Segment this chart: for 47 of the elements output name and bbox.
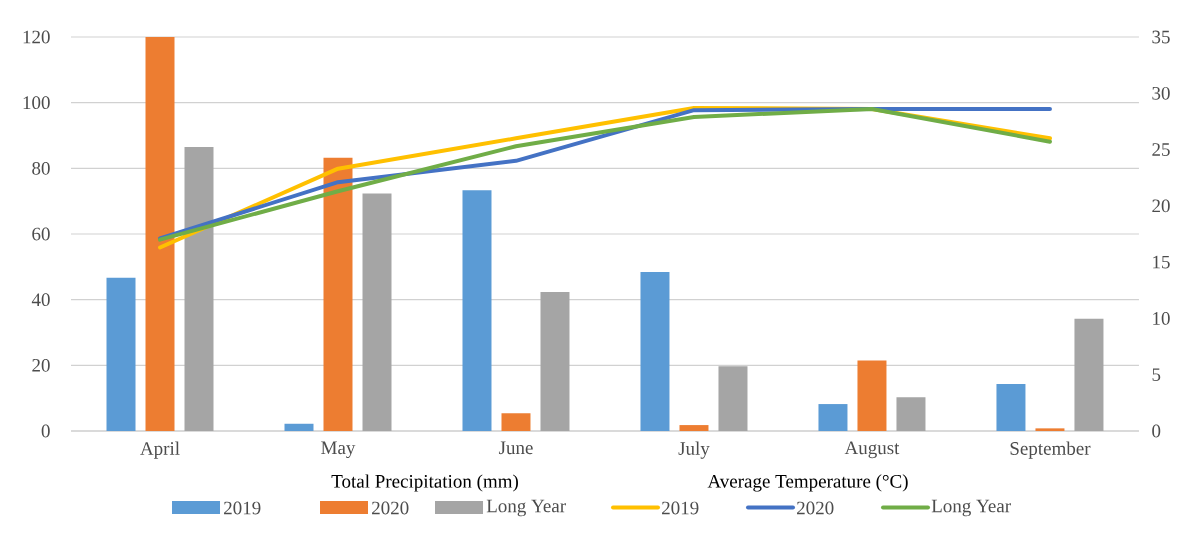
y-tick-label: 0 [41,424,50,438]
y2-tick-label: 0 [1152,424,1161,438]
y-tick-label: 40 [31,293,50,307]
bar [462,190,492,431]
y2-tick-label: 35 [1152,30,1170,44]
bar [184,146,214,431]
bar [1074,318,1104,431]
y2-tick-label: 10 [1153,312,1170,325]
bar [857,360,887,431]
y-tick-label: 60 [32,227,50,241]
legend-label: Long Year [931,499,1011,517]
text: Average Temperature (°C) [707,474,908,492]
x-tick-label: June [498,441,533,455]
bar [1035,428,1065,431]
x-tick-label: August [844,441,900,459]
y-tick-label: 120 [23,30,50,44]
legend-label: 2020 [797,501,834,515]
legend-label: Long Year [486,499,566,517]
bar [106,277,136,431]
y2-tick-label: 30 [1152,86,1170,100]
bar [323,157,353,431]
y2-tick-label: 5 [1152,368,1161,382]
bar [362,193,392,431]
legend-label: 2019 [662,501,699,515]
text: Total Precipitation (mm) [331,474,518,492]
bar [818,404,848,431]
y2-tick-label: 20 [1152,199,1170,213]
bar [718,366,748,431]
y-tick-label: 80 [32,161,50,175]
y2-tick-label: 25 [1152,143,1170,156]
x-tick-label: July [678,441,710,459]
bar [996,384,1026,431]
y-tick-label: 100 [23,96,50,110]
bar [896,397,926,431]
x-tick-label: April [140,441,180,459]
legend-label: 2019 [224,501,261,515]
bar [640,272,670,431]
bar [501,413,531,431]
x-tick-label: May [321,441,356,459]
legend-label: 2020 [372,501,409,515]
y2-tick-label: 15 [1153,255,1170,269]
bar [284,423,314,431]
bar [679,425,709,431]
y-tick-label: 20 [32,358,50,372]
x-tick-label: September [1010,441,1091,459]
bar [145,36,175,431]
bar [540,292,570,431]
